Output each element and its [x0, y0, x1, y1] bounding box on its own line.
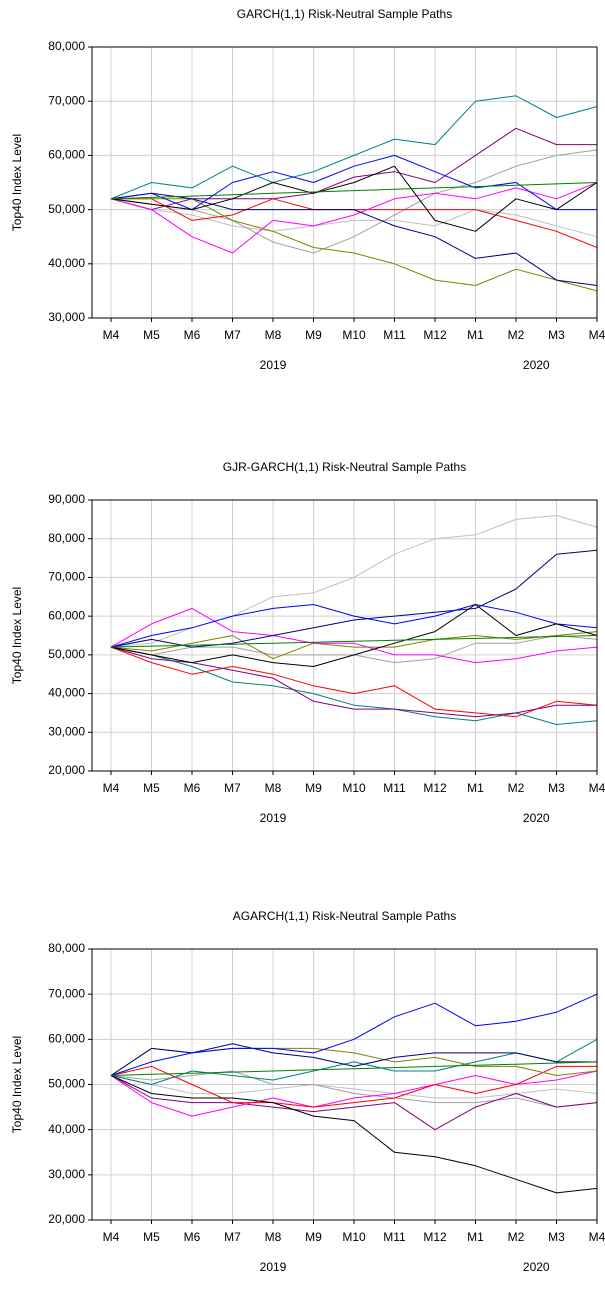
y-tick-label: 80,000 — [48, 39, 85, 53]
sample-path — [110, 165, 598, 232]
x-tick-label: M4 — [103, 781, 120, 795]
y-tick-label: 40,000 — [48, 1122, 85, 1136]
year-label: 2020 — [523, 358, 550, 372]
chart: GJR-GARCH(1,1) Risk-Neutral Sample Paths… — [10, 460, 605, 825]
x-tick-label: M11 — [383, 1230, 406, 1244]
sample-path — [110, 631, 598, 660]
x-tick-label: M2 — [508, 328, 525, 342]
y-tick-label: 90,000 — [48, 492, 85, 506]
sample-path — [110, 635, 598, 648]
y-tick-label: 80,000 — [48, 531, 85, 545]
x-tick-label: M10 — [342, 1230, 366, 1244]
y-axis-label: Top40 Index Level — [10, 587, 24, 684]
y-tick-label: 30,000 — [48, 724, 85, 738]
y-tick-label: 50,000 — [48, 202, 85, 216]
year-label: 2019 — [260, 811, 287, 825]
x-tick-label: M7 — [224, 328, 241, 342]
x-tick-label: M9 — [305, 328, 322, 342]
sample-path — [110, 182, 598, 254]
y-tick-label: 20,000 — [48, 763, 85, 777]
x-tick-label: M2 — [508, 781, 525, 795]
sample-path — [110, 192, 598, 286]
x-tick-label: M6 — [184, 781, 201, 795]
x-tick-label: M9 — [305, 781, 322, 795]
year-label: 2020 — [523, 811, 550, 825]
x-tick-label: M7 — [224, 1230, 241, 1244]
y-tick-label: 30,000 — [48, 1167, 85, 1181]
sample-path — [110, 1075, 598, 1131]
plot-frame — [91, 948, 598, 1221]
x-tick-label: M10 — [342, 781, 366, 795]
y-tick-label: 60,000 — [48, 148, 85, 162]
x-tick-label: M12 — [423, 781, 447, 795]
chart-title: GJR-GARCH(1,1) Risk-Neutral Sample Paths — [223, 460, 466, 474]
x-tick-label: M5 — [143, 328, 160, 342]
year-label: 2020 — [523, 1260, 550, 1274]
y-tick-label: 50,000 — [48, 1077, 85, 1091]
x-tick-label: M6 — [184, 1230, 201, 1244]
y-tick-label: 70,000 — [48, 986, 85, 1000]
chart: AGARCH(1,1) Risk-Neutral Sample Paths Top… — [10, 909, 605, 1274]
sample-path — [110, 182, 598, 200]
y-tick-label: 20,000 — [48, 1212, 85, 1226]
x-tick-label: M2 — [508, 1230, 525, 1244]
y-tick-label: 70,000 — [48, 570, 85, 584]
x-tick-label: M9 — [305, 1230, 322, 1244]
y-tick-label: 40,000 — [48, 686, 85, 700]
x-tick-label: M3 — [548, 781, 565, 795]
x-tick-label: M12 — [423, 1230, 447, 1244]
chart-title: AGARCH(1,1) Risk-Neutral Sample Paths — [233, 909, 456, 923]
y-tick-label: 50,000 — [48, 647, 85, 661]
plot-frame — [91, 499, 598, 772]
sample-path — [110, 1075, 598, 1194]
sample-path — [110, 198, 598, 238]
x-tick-label: M12 — [423, 328, 447, 342]
x-tick-label: M11 — [383, 781, 406, 795]
year-label: 2019 — [260, 358, 287, 372]
x-tick-label: M7 — [224, 781, 241, 795]
y-tick-label: 70,000 — [48, 93, 85, 107]
chart: GARCH(1,1) Risk-Neutral Sample Paths Top4… — [10, 7, 605, 372]
sample-path — [110, 549, 598, 648]
sample-path — [110, 1061, 598, 1076]
x-tick-label: M4 — [103, 328, 120, 342]
y-axis-label: Top40 Index Level — [10, 134, 24, 231]
x-tick-label: M8 — [265, 328, 282, 342]
plot-frame — [91, 46, 598, 319]
x-tick-label: M10 — [342, 328, 366, 342]
x-tick-label: M6 — [184, 328, 201, 342]
x-tick-label: M1 — [467, 1230, 484, 1244]
x-tick-label: M11 — [383, 328, 406, 342]
x-tick-label: M3 — [548, 328, 565, 342]
sample-path — [110, 95, 598, 200]
sample-path — [110, 604, 598, 667]
chart-title: GARCH(1,1) Risk-Neutral Sample Paths — [237, 7, 452, 21]
sample-path — [110, 646, 598, 718]
x-tick-label: M4 — [103, 1230, 120, 1244]
sample-path — [110, 1065, 597, 1108]
y-tick-label: 60,000 — [48, 608, 85, 622]
x-tick-label: M5 — [143, 781, 160, 795]
x-tick-label: M8 — [265, 781, 282, 795]
year-label: 2019 — [260, 1260, 287, 1274]
y-tick-label: 80,000 — [48, 941, 85, 955]
y-tick-label: 40,000 — [48, 256, 85, 270]
sample-path — [110, 993, 598, 1076]
x-tick-label: M4 — [589, 328, 605, 342]
x-tick-label: M3 — [548, 1230, 565, 1244]
sample-path — [110, 1070, 598, 1108]
y-axis-label: Top40 Index Level — [10, 1036, 24, 1133]
sample-path — [110, 607, 598, 664]
x-tick-label: M1 — [467, 781, 484, 795]
y-tick-label: 30,000 — [48, 310, 85, 324]
x-tick-label: M1 — [467, 328, 484, 342]
x-tick-label: M5 — [143, 1230, 160, 1244]
x-tick-label: M8 — [265, 1230, 282, 1244]
y-tick-label: 60,000 — [48, 1032, 85, 1046]
x-tick-label: M4 — [589, 781, 605, 795]
sample-path — [110, 604, 598, 648]
x-tick-label: M4 — [589, 1230, 605, 1244]
